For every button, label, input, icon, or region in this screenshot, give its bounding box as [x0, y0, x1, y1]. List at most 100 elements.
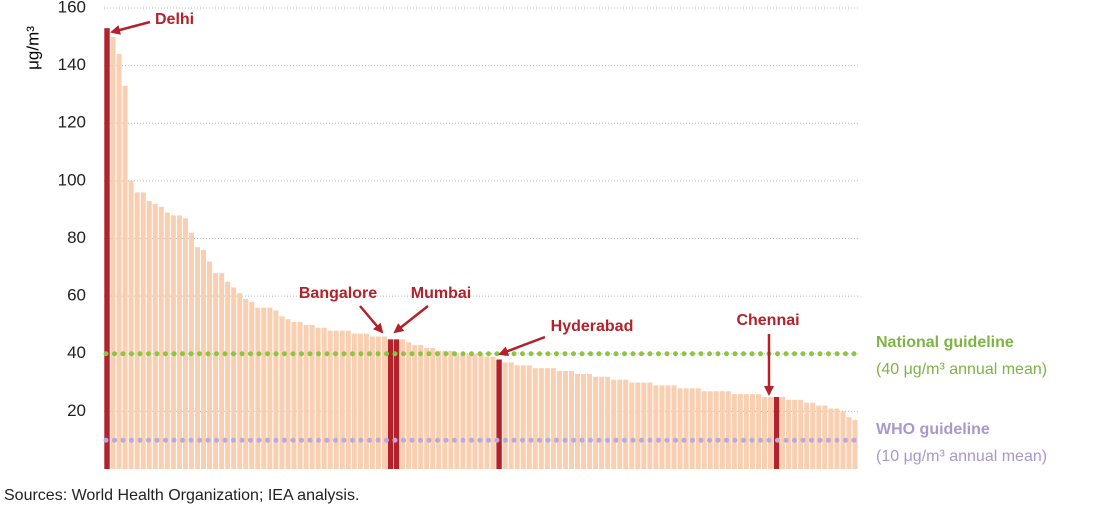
- bar: [339, 330, 345, 469]
- bar: [303, 324, 309, 469]
- bar: [816, 405, 822, 469]
- bar: [792, 399, 798, 469]
- bar: [243, 299, 249, 469]
- bar: [653, 385, 659, 469]
- highlighted-bar: [496, 359, 502, 469]
- annotation-arrow: [359, 305, 384, 334]
- bar: [665, 385, 671, 469]
- annotation-label: Hyderabad: [551, 318, 634, 335]
- bar: [291, 322, 297, 469]
- bar: [164, 212, 170, 469]
- bar: [520, 365, 526, 469]
- bar: [460, 353, 466, 469]
- bar: [629, 382, 635, 469]
- bar: [478, 353, 484, 469]
- bar: [737, 394, 743, 469]
- annotation-arrow: [393, 305, 429, 334]
- bar: [134, 192, 140, 469]
- bar: [369, 336, 375, 469]
- bar: [406, 342, 412, 469]
- bar: [574, 373, 581, 469]
- bar: [375, 336, 381, 469]
- bar: [683, 388, 689, 469]
- bar: [424, 347, 430, 469]
- bar: [840, 411, 846, 469]
- bar: [532, 368, 538, 469]
- bar: [689, 388, 695, 469]
- bar: [731, 394, 737, 469]
- bar: [484, 356, 490, 469]
- highlighted-bar: [773, 396, 780, 469]
- bar: [828, 408, 834, 469]
- bar: [158, 206, 164, 469]
- bar: [261, 307, 267, 469]
- bar: [176, 215, 182, 469]
- y-tick-label: 40: [67, 343, 86, 362]
- bar: [182, 218, 188, 469]
- annotation-label: Chennai: [736, 312, 799, 329]
- reference-label: (10 μg/m³ annual mean): [876, 448, 1047, 465]
- bar: [786, 399, 792, 469]
- bar: [225, 281, 231, 469]
- reference-name: National guideline: [876, 334, 1014, 351]
- bar: [381, 336, 388, 469]
- bar: [454, 353, 460, 469]
- bar: [321, 327, 327, 469]
- bar: [140, 192, 146, 469]
- bar: [146, 201, 152, 469]
- bar: [194, 247, 201, 469]
- bar: [279, 316, 285, 469]
- bar: [400, 339, 406, 469]
- bar: [213, 273, 219, 469]
- bar: [587, 373, 593, 469]
- bar: [798, 399, 804, 469]
- bar: [442, 350, 448, 469]
- bar: [647, 382, 653, 469]
- bar: [333, 330, 339, 469]
- reference-label: (40 μg/m³ annual mean): [876, 361, 1047, 378]
- bar: [581, 373, 587, 469]
- bar: [152, 203, 158, 470]
- y-tick-label: 20: [67, 401, 86, 420]
- bar: [719, 391, 725, 469]
- bar: [412, 345, 418, 469]
- bar: [110, 36, 116, 469]
- bar: [743, 394, 749, 469]
- bar: [448, 350, 454, 469]
- y-tick-label: 160: [58, 0, 86, 16]
- source-note: Sources: World Health Organization; IEA …: [4, 487, 359, 504]
- bar: [255, 307, 261, 469]
- bar: [219, 273, 225, 469]
- bar: [170, 215, 176, 469]
- bar: [526, 365, 532, 469]
- bar: [418, 345, 424, 469]
- bar: [695, 388, 701, 469]
- annotation-label: Bangalore: [299, 285, 377, 302]
- bar: [249, 301, 255, 469]
- bar: [562, 371, 568, 469]
- bar: [231, 287, 237, 469]
- bar: [599, 376, 605, 469]
- y-tick-label: 120: [58, 113, 86, 132]
- bar: [502, 362, 508, 469]
- bar: [623, 379, 629, 469]
- annotation-label: Mumbai: [411, 285, 471, 302]
- highlighted-bar: [104, 28, 110, 469]
- bar: [508, 362, 514, 469]
- bar: [490, 356, 496, 469]
- bar: [852, 420, 858, 469]
- y-tick-label: 100: [58, 170, 86, 189]
- bar: [659, 385, 665, 469]
- bar: [430, 347, 436, 469]
- bar: [593, 376, 599, 469]
- bar: [267, 307, 273, 469]
- bar: [713, 391, 719, 469]
- bar: [472, 353, 478, 469]
- bar: [363, 333, 369, 469]
- bar: [327, 330, 333, 469]
- bar: [357, 333, 363, 469]
- y-tick-label: 60: [67, 286, 86, 305]
- bar: [761, 396, 768, 469]
- bar: [635, 382, 641, 469]
